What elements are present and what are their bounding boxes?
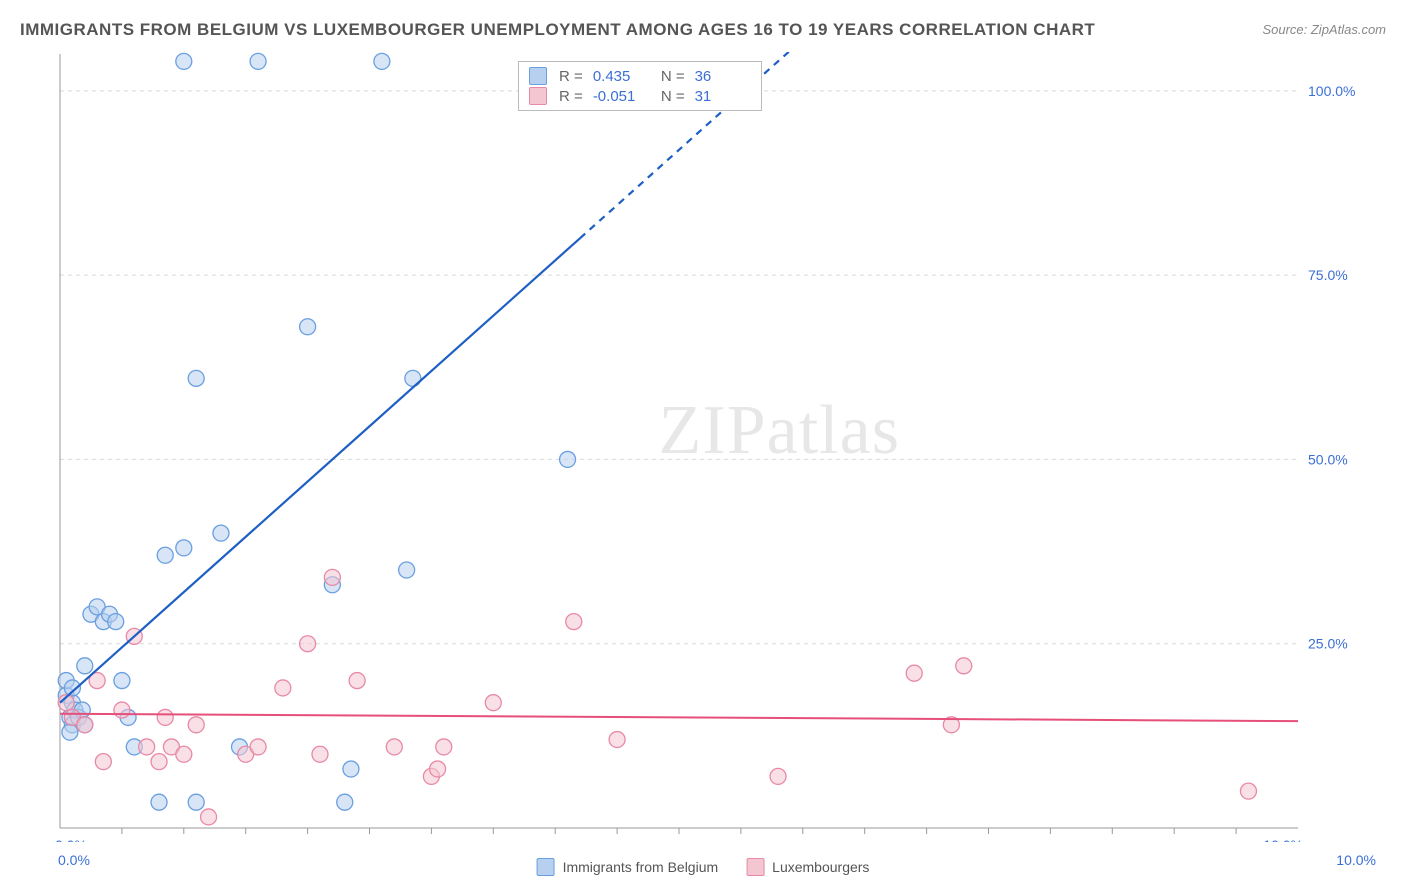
stats-row: R = -0.051 N = 31 — [529, 86, 751, 106]
stats-row: R = 0.435 N = 36 — [529, 66, 751, 86]
correlation-stats-box: R = 0.435 N = 36 R = -0.051 N = 31 — [518, 61, 762, 111]
chart-title: IMMIGRANTS FROM BELGIUM VS LUXEMBOURGER … — [20, 20, 1095, 40]
stats-r-label: R = — [559, 88, 583, 105]
stats-r-value: 0.435 — [593, 68, 649, 85]
x-tick-label: 10.0% — [1336, 852, 1376, 868]
stats-r-label: R = — [559, 68, 583, 85]
chart-area: 25.0%50.0%75.0%100.0%0.0%10.0% ZIPatlas … — [50, 52, 1376, 842]
svg-text:10.0%: 10.0% — [1263, 837, 1303, 842]
svg-text:50.0%: 50.0% — [1308, 451, 1348, 467]
stats-n-label: N = — [661, 68, 685, 85]
svg-text:0.0%: 0.0% — [55, 837, 87, 842]
legend-label: Luxembourgers — [772, 859, 869, 875]
legend-item: Luxembourgers — [746, 858, 869, 876]
series-legend: Immigrants from Belgium Luxembourgers — [537, 858, 870, 876]
scatter-plot: 25.0% 50.0% 75.0% 100.0% 0.0% 10.0% — [50, 52, 1376, 842]
svg-text:75.0%: 75.0% — [1308, 267, 1348, 283]
legend-swatch — [746, 858, 764, 876]
x-tick-label: 0.0% — [58, 852, 90, 868]
legend-item: Immigrants from Belgium — [537, 858, 719, 876]
stats-n-value: 36 — [695, 68, 751, 85]
stats-swatch — [529, 87, 547, 105]
stats-swatch — [529, 67, 547, 85]
stats-n-label: N = — [661, 88, 685, 105]
stats-r-value: -0.051 — [593, 88, 649, 105]
svg-text:100.0%: 100.0% — [1308, 83, 1355, 99]
stats-n-value: 31 — [695, 88, 751, 105]
legend-swatch — [537, 858, 555, 876]
legend-label: Immigrants from Belgium — [563, 859, 719, 875]
source-label: Source: ZipAtlas.com — [1262, 22, 1386, 37]
svg-text:25.0%: 25.0% — [1308, 636, 1348, 652]
